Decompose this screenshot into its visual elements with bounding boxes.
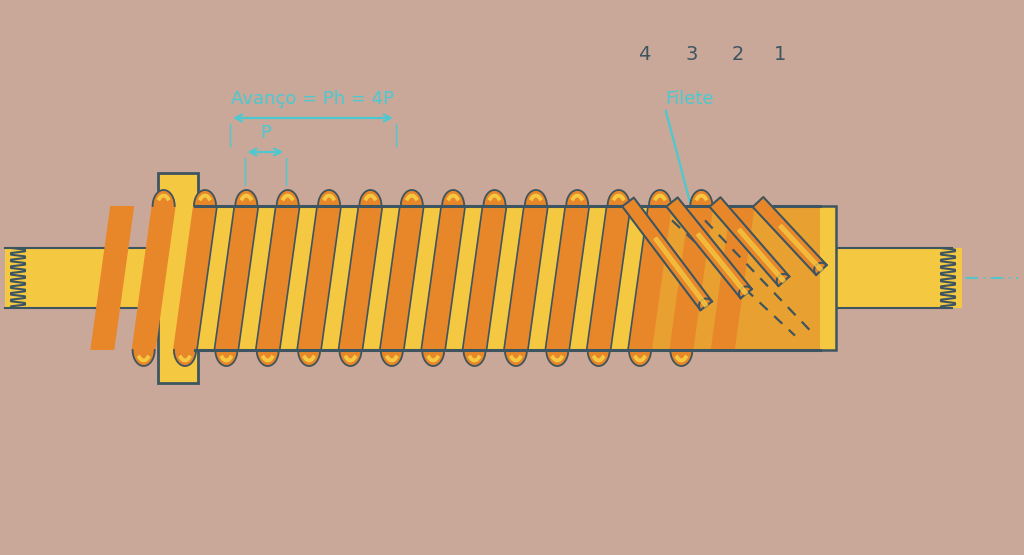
Polygon shape <box>667 198 752 298</box>
Polygon shape <box>257 350 279 366</box>
Polygon shape <box>90 206 134 350</box>
Polygon shape <box>400 190 423 206</box>
Polygon shape <box>422 350 444 366</box>
Polygon shape <box>483 190 506 206</box>
Polygon shape <box>654 237 708 307</box>
Polygon shape <box>690 190 713 206</box>
Polygon shape <box>214 206 258 350</box>
Polygon shape <box>566 190 589 206</box>
Polygon shape <box>588 350 609 366</box>
Bar <box>195 206 650 350</box>
Polygon shape <box>276 190 299 206</box>
Bar <box>195 206 820 350</box>
Polygon shape <box>607 190 630 206</box>
Polygon shape <box>587 206 631 350</box>
Text: 3: 3 <box>686 45 698 64</box>
Polygon shape <box>670 206 714 350</box>
Polygon shape <box>339 206 382 350</box>
Bar <box>836 248 962 308</box>
Polygon shape <box>359 190 382 206</box>
Polygon shape <box>463 206 507 350</box>
Polygon shape <box>215 350 238 366</box>
Polygon shape <box>132 206 176 350</box>
Polygon shape <box>504 206 548 350</box>
Text: Filete: Filete <box>665 90 714 108</box>
Polygon shape <box>545 206 589 350</box>
Polygon shape <box>737 229 785 282</box>
Polygon shape <box>339 350 361 366</box>
Bar <box>158 173 198 383</box>
Polygon shape <box>256 206 300 350</box>
Text: 2: 2 <box>732 45 744 64</box>
Polygon shape <box>464 350 485 366</box>
Text: P: P <box>260 124 270 142</box>
Polygon shape <box>505 350 527 366</box>
Polygon shape <box>699 299 712 310</box>
Polygon shape <box>525 190 547 206</box>
Polygon shape <box>174 350 196 366</box>
Polygon shape <box>623 198 712 310</box>
Polygon shape <box>628 206 672 350</box>
Polygon shape <box>649 190 671 206</box>
Polygon shape <box>546 350 568 366</box>
Polygon shape <box>710 197 790 286</box>
Polygon shape <box>671 350 692 366</box>
Polygon shape <box>318 190 340 206</box>
Polygon shape <box>298 350 321 366</box>
Text: 1: 1 <box>774 45 786 64</box>
Bar <box>5 248 158 308</box>
Polygon shape <box>779 225 822 271</box>
Polygon shape <box>297 206 341 350</box>
Polygon shape <box>153 190 175 206</box>
Polygon shape <box>421 206 465 350</box>
Polygon shape <box>696 233 748 295</box>
Polygon shape <box>381 350 402 366</box>
Text: 4: 4 <box>638 45 650 64</box>
Polygon shape <box>753 197 826 275</box>
Polygon shape <box>711 206 755 350</box>
Polygon shape <box>380 206 424 350</box>
Polygon shape <box>194 190 216 206</box>
Text: Avanço = Ph = 4P: Avanço = Ph = 4P <box>231 90 394 108</box>
Polygon shape <box>739 286 752 298</box>
Polygon shape <box>629 350 651 366</box>
Polygon shape <box>442 190 464 206</box>
Polygon shape <box>814 263 826 275</box>
Polygon shape <box>236 190 257 206</box>
Polygon shape <box>776 274 790 286</box>
Polygon shape <box>173 206 217 350</box>
Polygon shape <box>132 350 155 366</box>
Bar <box>818 206 836 350</box>
